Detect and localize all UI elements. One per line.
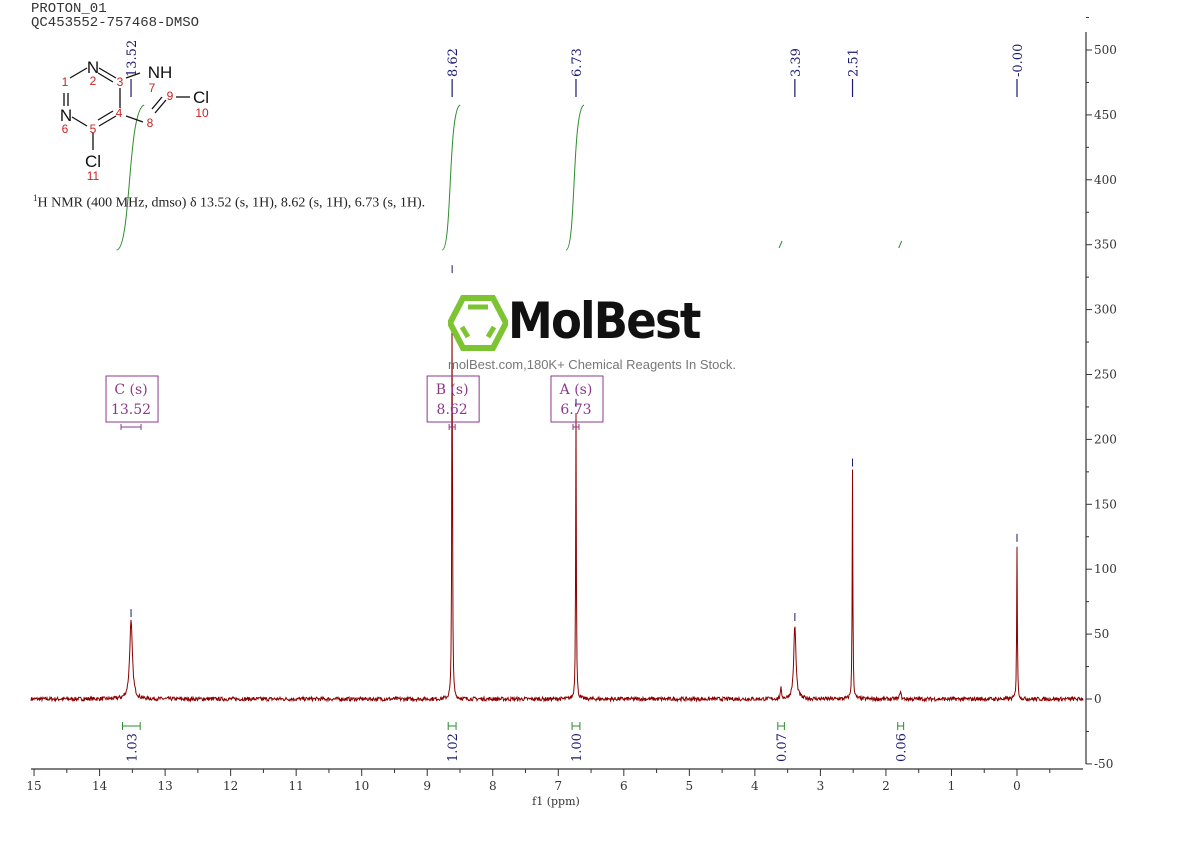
peak-label: 6.73 <box>570 48 585 77</box>
x-tick-label: 6 <box>620 779 628 793</box>
multiplet-shift: 13.52 <box>111 402 151 418</box>
atom-cl10: Cl <box>193 88 209 107</box>
x-tick-label: 14 <box>92 779 108 793</box>
atom-number: 10 <box>195 106 209 120</box>
atom-number: 8 <box>147 116 154 130</box>
integral-bracket <box>447 722 457 730</box>
peak-label: 3.39 <box>789 48 804 77</box>
multiplet-label: A (s) <box>559 382 593 398</box>
summary-superscript: 1 <box>33 193 38 203</box>
sample-name: QC453552-757468-DMSO <box>31 15 200 31</box>
spectrum-line <box>30 321 1084 703</box>
atom-n2: N <box>87 58 99 77</box>
x-tick-label: 0 <box>1013 779 1021 793</box>
atom-number: 1 <box>62 75 69 89</box>
y-tick-label: 350 <box>1094 238 1117 252</box>
x-tick-label: 15 <box>26 779 41 793</box>
y-tick-label: 450 <box>1094 108 1117 122</box>
x-tick-label: 8 <box>489 779 497 793</box>
x-tick-label: 10 <box>354 779 369 793</box>
integral-curve <box>898 240 903 249</box>
atom-cl11: Cl <box>85 152 101 171</box>
integral-bracket <box>571 722 581 730</box>
atom-number: 3 <box>117 75 124 89</box>
integral-bracket <box>122 722 141 730</box>
integral-value: 1.02 <box>446 733 461 762</box>
peak-label: 8.62 <box>446 48 461 77</box>
multiplet-label: B (s) <box>436 382 469 398</box>
x-tick-label: 5 <box>686 779 694 793</box>
x-axis-label: f1 (ppm) <box>532 795 580 808</box>
atom-number: 5 <box>90 122 97 136</box>
multiplet-label: C (s) <box>114 382 147 398</box>
multiplet-box <box>105 375 159 423</box>
integral-bracket <box>777 722 785 730</box>
multiplet-range <box>120 424 142 430</box>
x-tick-label: 7 <box>554 779 562 793</box>
y-tick-label: 400 <box>1094 173 1117 187</box>
integral-value: 0.06 <box>895 733 910 762</box>
y-tick-label: 300 <box>1094 303 1117 317</box>
integral-value: 1.00 <box>570 733 585 762</box>
atom-number: 11 <box>87 169 100 183</box>
multiplet-shift: 6.73 <box>560 402 591 418</box>
integral-curve <box>116 104 145 251</box>
x-tick-label: 9 <box>423 779 431 793</box>
x-tick-label: 12 <box>223 779 238 793</box>
y-tick-label: 150 <box>1094 497 1117 511</box>
atom-n6: N <box>60 106 72 125</box>
atom-number: 9 <box>167 89 174 103</box>
summary-text: H NMR (400 MHz, dmso) δ 13.52 (s, 1H), 8… <box>37 195 426 211</box>
watermark-brand: MolBest <box>508 292 701 350</box>
peak-label: -0.00 <box>1011 44 1026 77</box>
y-tick-label: -50 <box>1094 757 1113 771</box>
watermark-tagline: molBest.com,180K+ Chemical Reagents In S… <box>448 357 736 372</box>
atom-number: 6 <box>62 122 69 136</box>
integral-curve <box>778 240 783 249</box>
x-tick-label: 11 <box>289 779 304 793</box>
peak-label: 2.51 <box>847 48 862 77</box>
multiplet-box <box>426 375 480 423</box>
multiplet-shift: 8.62 <box>437 402 468 418</box>
multiplet-box <box>550 375 604 423</box>
atom-number: 2 <box>90 74 97 88</box>
y-tick-label: 500 <box>1094 43 1117 57</box>
integral-value: 0.07 <box>775 733 790 762</box>
x-tick-label: 4 <box>751 779 759 793</box>
molbest-logo-icon <box>448 295 508 351</box>
multiplet-range <box>572 424 580 430</box>
y-tick-label: 100 <box>1094 562 1117 576</box>
atom-number: 7 <box>149 81 156 95</box>
nmr-summary: 1H NMR (400 MHz, dmso) δ 13.52 (s, 1H), … <box>33 193 425 212</box>
experiment-name: PROTON_01 <box>31 1 107 17</box>
peak-label: 13.52 <box>125 40 140 77</box>
x-tick-label: 3 <box>817 779 825 793</box>
integral-value: 1.03 <box>125 733 140 762</box>
molecule-structure: N N NH Cl Cl 1 2 3 4 5 6 7 8 9 10 11 <box>60 58 209 183</box>
y-tick-label: 200 <box>1094 432 1117 446</box>
atom-number: 4 <box>116 106 123 120</box>
integral-bracket <box>897 722 905 730</box>
y-tick-label: 250 <box>1094 368 1117 382</box>
integral-curve <box>441 104 461 251</box>
atom-nh: NH <box>148 63 173 82</box>
multiplet-range <box>448 424 456 430</box>
x-tick-label: 1 <box>948 779 956 793</box>
x-tick-label: 2 <box>882 779 890 793</box>
x-tick-label: 13 <box>157 779 172 793</box>
y-tick-label: 50 <box>1094 627 1109 641</box>
integral-curve <box>565 104 585 251</box>
y-tick-label: 0 <box>1094 692 1102 706</box>
